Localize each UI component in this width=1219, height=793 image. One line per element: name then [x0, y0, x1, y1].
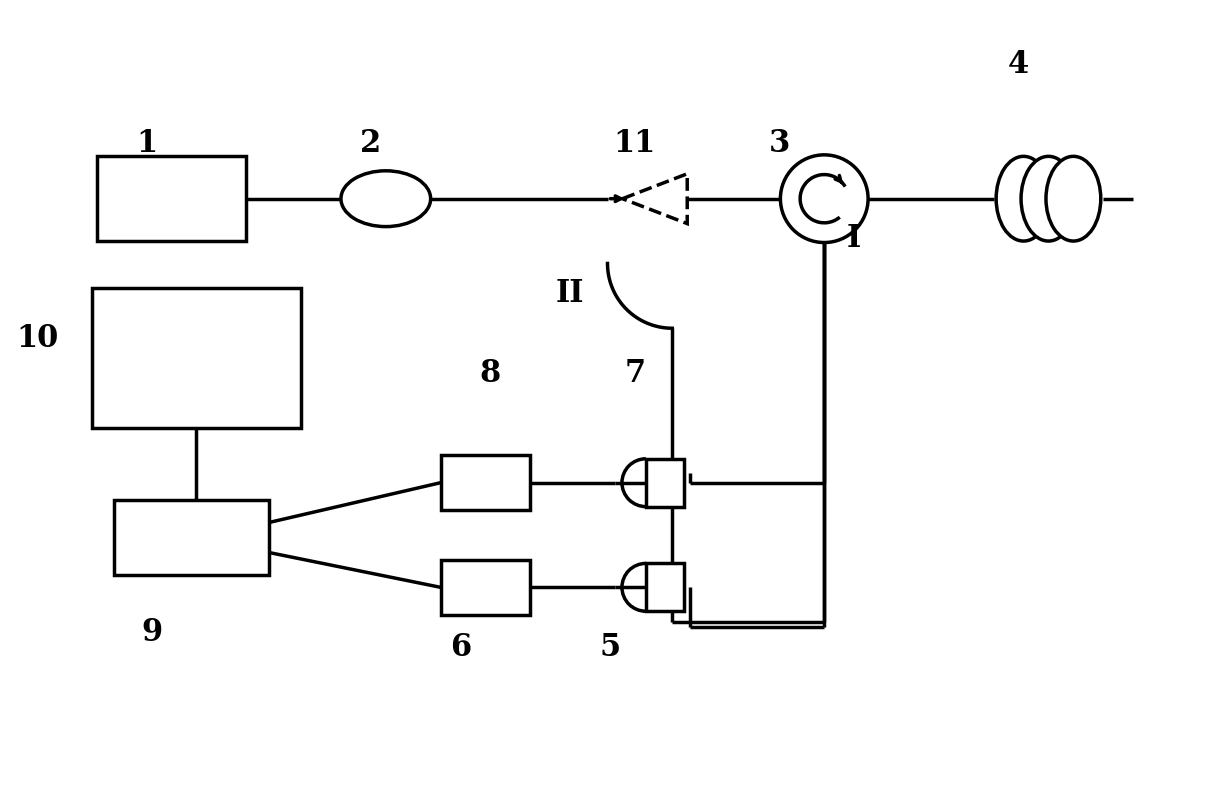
Text: II: II — [556, 278, 584, 308]
Bar — [440, 560, 530, 615]
Circle shape — [780, 155, 868, 243]
Text: 4: 4 — [1008, 48, 1029, 79]
Ellipse shape — [996, 156, 1051, 241]
Text: 9: 9 — [141, 617, 162, 648]
Text: I: I — [847, 223, 862, 254]
Bar — [96, 156, 246, 241]
Text: 11: 11 — [614, 128, 656, 159]
Ellipse shape — [341, 170, 430, 227]
Text: 7: 7 — [624, 358, 646, 389]
Bar — [646, 563, 684, 611]
Text: 1: 1 — [137, 128, 157, 159]
Polygon shape — [623, 174, 688, 224]
Ellipse shape — [1022, 156, 1076, 241]
Text: 3: 3 — [769, 128, 790, 159]
Text: 2: 2 — [360, 128, 382, 159]
Bar — [440, 455, 530, 510]
Text: 10: 10 — [16, 323, 59, 354]
Ellipse shape — [1046, 156, 1101, 241]
Bar — [115, 500, 268, 575]
Bar — [646, 459, 684, 507]
Text: 5: 5 — [600, 631, 620, 663]
Text: 8: 8 — [480, 358, 501, 389]
Text: 6: 6 — [450, 631, 471, 663]
Bar — [91, 289, 301, 428]
